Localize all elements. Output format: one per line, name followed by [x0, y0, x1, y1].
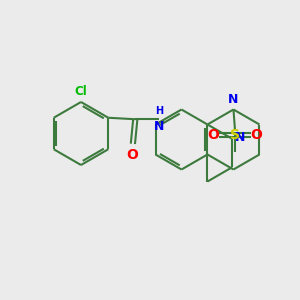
- Text: H: H: [155, 106, 163, 116]
- Text: O: O: [250, 128, 262, 142]
- Text: N: N: [154, 120, 164, 133]
- Text: O: O: [126, 148, 138, 162]
- Text: O: O: [207, 128, 219, 142]
- Text: Cl: Cl: [75, 85, 87, 98]
- Text: N: N: [235, 131, 245, 144]
- Text: N: N: [228, 93, 239, 106]
- Text: S: S: [230, 128, 240, 142]
